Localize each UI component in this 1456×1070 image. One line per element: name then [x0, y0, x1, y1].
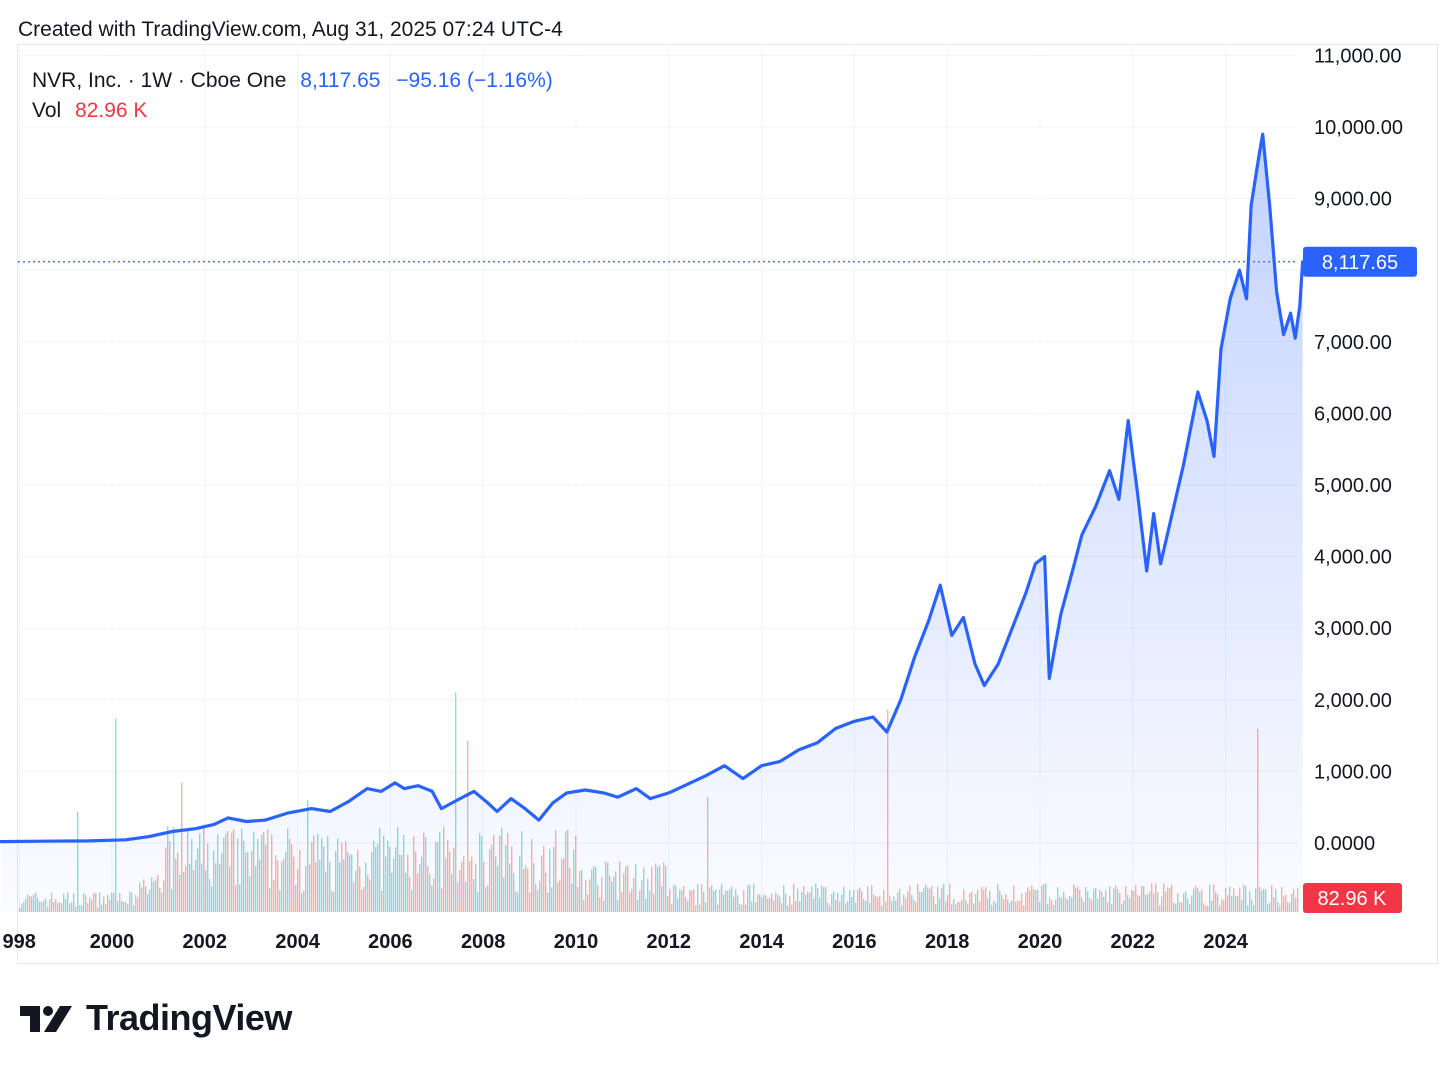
created-with-caption: Created with TradingView.com, Aug 31, 20… — [18, 18, 563, 41]
x-tick-label: 2024 — [1203, 931, 1248, 953]
legend-price-row[interactable]: NVR, Inc. · 1W · Cboe One 8,117.65 −95.1… — [32, 66, 553, 96]
x-tick-label: 2018 — [925, 931, 970, 953]
x-tick-label: 2008 — [461, 931, 506, 953]
legend-volume-label: Vol — [32, 99, 62, 122]
tradingview-logo-icon — [20, 1006, 72, 1032]
price-line — [0, 132, 1305, 844]
price-area — [0, 132, 1305, 912]
y-tick-label: 7,000.00 — [1314, 332, 1392, 354]
y-tick-label: 10,000.00 — [1314, 117, 1403, 139]
legend-change: −95.16 (−1.16%) — [396, 69, 553, 92]
grid-lines — [18, 44, 1298, 912]
x-tick-label: 2004 — [275, 931, 320, 953]
volume-tag-label: 82.96 K — [1318, 888, 1388, 910]
x-tick-label: 2016 — [832, 931, 877, 953]
x-axis[interactable]: 998 2000 2002 2004 2006 2008 2010 2012 2014 2016 2… — [3, 931, 1249, 953]
x-tick-label: 998 — [3, 931, 36, 953]
legend-last-price: 8,117.65 — [300, 69, 381, 92]
legend-volume-value: 82.96 K — [75, 99, 148, 122]
x-tick-label: 2022 — [1111, 931, 1156, 953]
brand-name: TradingView — [86, 997, 292, 1038]
legend-volume-row[interactable]: Vol 82.96 K — [32, 96, 553, 126]
y-tick-label: 11,000.00 — [1314, 45, 1402, 67]
volume-bar — [115, 718, 117, 912]
chart-legend: NVR, Inc. · 1W · Cboe One 8,117.65 −95.1… — [32, 66, 553, 126]
y-tick-label: 0.0000 — [1314, 833, 1375, 855]
price-area-fill — [0, 134, 1303, 912]
legend-symbol[interactable]: NVR, Inc. · 1W · Cboe One — [32, 69, 287, 92]
y-tick-label: 2,000.00 — [1314, 690, 1392, 712]
x-tick-label: 2006 — [368, 931, 413, 953]
x-tick-label: 2002 — [183, 931, 228, 953]
x-tick-label: 2010 — [554, 931, 599, 953]
y-axis[interactable]: 0.0000 1,000.00 2,000.00 3,000.00 4,000.00 5,… — [1314, 45, 1403, 855]
tradingview-brand[interactable]: TradingView — [20, 996, 292, 1040]
last-price-tag — [1303, 246, 1417, 277]
chart-frame — [17, 44, 1438, 964]
last-price-tag-label: 8,117.65 — [1322, 252, 1398, 274]
y-tick-label: 5,000.00 — [1314, 475, 1392, 497]
y-tick-label: 9,000.00 — [1314, 189, 1392, 211]
y-tick-label: 4,000.00 — [1314, 547, 1392, 569]
y-tick-label: 6,000.00 — [1314, 403, 1392, 425]
x-tick-label: 2020 — [1018, 931, 1063, 953]
volume-tag — [1303, 883, 1402, 913]
x-tick-label: 2012 — [647, 931, 692, 953]
axis-tags: 8,117.65 82.96 K — [1303, 246, 1417, 913]
y-tick-label: 3,000.00 — [1314, 618, 1392, 640]
x-tick-label: 2000 — [90, 931, 135, 953]
y-tick-label: 1,000.00 — [1314, 761, 1392, 783]
x-tick-label: 2014 — [739, 931, 784, 953]
